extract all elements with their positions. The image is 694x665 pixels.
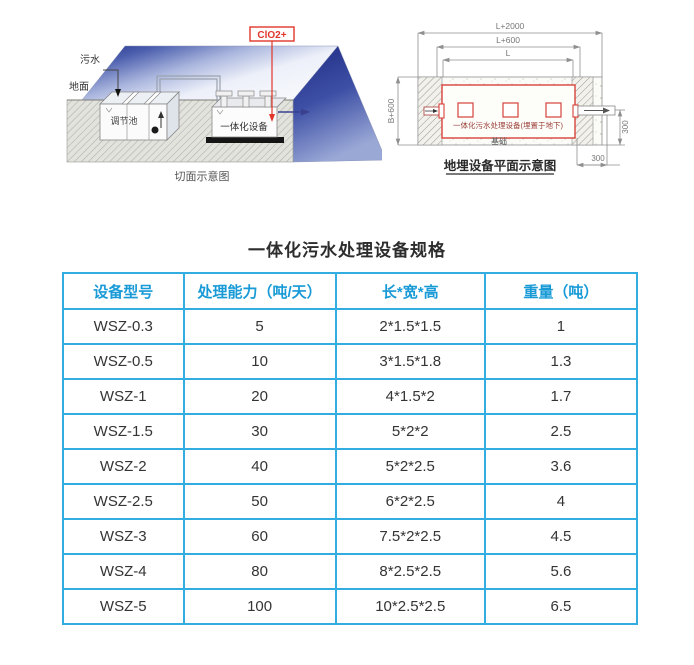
table-cell: WSZ-1 (62, 378, 185, 415)
table-cell: 5.6 (483, 553, 639, 590)
col-header-3: 重量（吨） (483, 272, 639, 310)
spec-table-body: WSZ-0.3 5 2*1.5*1.5 1 WSZ-0.5 10 3*1.5*1.8 1.3 W… (62, 308, 639, 625)
table-cell: 7.5*2*2.5 (334, 518, 486, 555)
water-level-icon (105, 107, 113, 113)
cross-section-diagram: 调节池 一体化设备 ClO2+ 污水 地面 (66, 26, 382, 183)
table-cell: WSZ-2 (62, 448, 185, 485)
dosing-line: ClO2+ (249, 26, 295, 122)
outlet-pipe (572, 104, 616, 118)
water-level-icon (216, 109, 224, 115)
table-cell: WSZ-1.5 (62, 413, 185, 450)
table-cell: WSZ-2.5 (62, 483, 185, 520)
dim-300-right-label: 300 (621, 120, 630, 134)
table-cell: 6*2*2.5 (334, 483, 486, 520)
col-header-0: 设备型号 (62, 272, 185, 310)
table-row: WSZ-3 60 7.5*2*2.5 4.5 (62, 518, 639, 555)
table-cell: 40 (182, 448, 337, 485)
equipment-outline: 一体化污水处理设备(埋置于地下) (441, 84, 576, 139)
surface-gradient (81, 45, 382, 163)
outlet-arrow (278, 108, 310, 116)
table-cell: 10 (182, 343, 337, 380)
dim-l-label: L (506, 48, 511, 58)
table-cell: 20 (182, 378, 337, 415)
regulation-tank: 调节池 (99, 91, 180, 141)
table-row: WSZ-2 40 5*2*2.5 3.6 (62, 448, 639, 485)
clo2-label: ClO2+ (257, 30, 286, 41)
table-cell: 5*2*2.5 (334, 448, 486, 485)
manhole-icon (457, 102, 474, 118)
table-cell: 30 (182, 413, 337, 450)
table-row: WSZ-0.5 10 3*1.5*1.8 1.3 (62, 343, 639, 380)
foundation-label: 基础 (491, 136, 507, 146)
table-cell: 4 (483, 483, 639, 520)
table-cell: 5 (182, 308, 337, 345)
table-cell: 60 (182, 518, 337, 555)
dimension-lines (395, 30, 625, 168)
table-cell: WSZ-4 (62, 553, 185, 590)
foundation-bar (206, 137, 284, 143)
table-cell: WSZ-5 (62, 588, 185, 625)
col-header-1: 处理能力（吨/天） (182, 272, 337, 310)
table-cell: 50 (182, 483, 337, 520)
table-cell: 5*2*2 (334, 413, 486, 450)
table-row: WSZ-2.5 50 6*2*2.5 4 (62, 483, 639, 520)
inlet-line: 污水 地面 (69, 54, 121, 97)
table-row: WSZ-1.5 30 5*2*2 2.5 (62, 413, 639, 450)
table-cell: 2*1.5*1.5 (334, 308, 486, 345)
regulation-tank-label: 调节池 (110, 115, 137, 126)
table-cell: 4.5 (483, 518, 639, 555)
spec-table: 设备型号 处理能力（吨/天） 长*宽*高 重量（吨） WSZ-0.3 5 2*1.5*1.… (62, 272, 639, 625)
plan-equipment-label: 一体化污水处理设备(埋置于地下) (453, 120, 563, 130)
manhole-icon (502, 102, 519, 118)
sewage-label: 污水 (80, 54, 100, 66)
cross-section-caption: 切面示意图 (175, 169, 230, 183)
table-cell: 1 (483, 308, 639, 345)
plan-view-diagram: 一体化污水处理设备(埋置于地下) (388, 21, 630, 175)
col-header-2: 长*宽*高 (334, 272, 486, 310)
equipment-label: 一体化设备 (220, 121, 268, 133)
table-cell: 80 (182, 553, 337, 590)
spec-table-head-row: 设备型号 处理能力（吨/天） 长*宽*高 重量（吨） (62, 272, 639, 310)
table-row: WSZ-1 20 4*1.5*2 1.7 (62, 378, 639, 415)
dimension-labels: L+2000 L+600 L B+600 300 300 (388, 21, 630, 163)
dim-l600-label: L+600 (496, 35, 520, 45)
table-cell: 4*1.5*2 (334, 378, 486, 415)
pump-icon (151, 126, 159, 134)
svg-text:地埋设备平面示意图: 地埋设备平面示意图 (444, 158, 557, 173)
inlet-pipe (423, 103, 445, 119)
table-cell: 3*1.5*1.8 (334, 343, 486, 380)
vent-icons (215, 90, 277, 108)
table-cell: WSZ-3 (62, 518, 185, 555)
table-cell: 1.7 (483, 378, 639, 415)
table-row: WSZ-0.3 5 2*1.5*1.5 1 (62, 308, 639, 345)
ground-label: 地面 (69, 80, 89, 93)
dim-l2000-label: L+2000 (496, 21, 525, 31)
manhole-icon (545, 102, 562, 118)
table-cell: WSZ-0.3 (62, 308, 185, 345)
page-title: 一体化污水处理设备规格 (248, 241, 446, 260)
table-cell: 100 (182, 588, 337, 625)
table-cell: 1.3 (483, 343, 639, 380)
dim-300-bottom-label: 300 (591, 154, 605, 163)
table-cell: 6.5 (483, 588, 639, 625)
table-row: WSZ-5 100 10*2.5*2.5 6.5 (62, 588, 639, 625)
table-cell: 8*2.5*2.5 (334, 553, 486, 590)
table-row: WSZ-4 80 8*2.5*2.5 5.6 (62, 553, 639, 590)
equipment-tank: 一体化设备 (206, 90, 287, 143)
table-cell: 2.5 (483, 413, 639, 450)
table-cell: 10*2.5*2.5 (334, 588, 486, 625)
plan-caption: 地埋设备平面示意图 (444, 158, 557, 175)
table-cell: WSZ-0.5 (62, 343, 185, 380)
table-cell: 3.6 (483, 448, 639, 485)
dim-b600-label: B+600 (388, 98, 396, 123)
